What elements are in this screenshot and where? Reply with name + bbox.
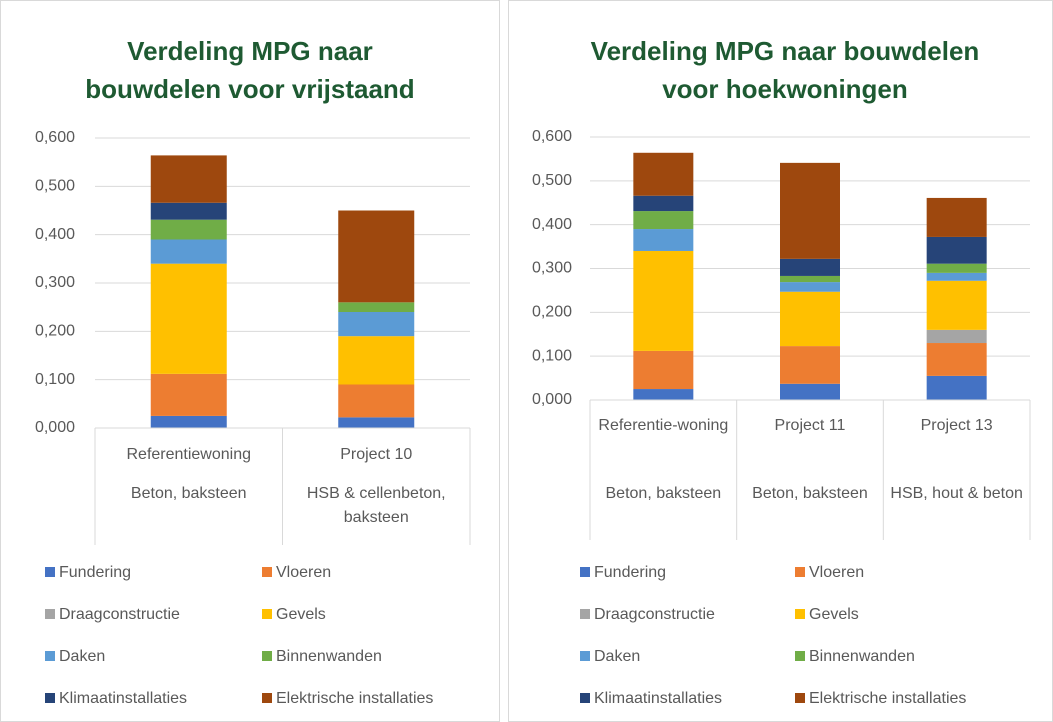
legend-label: Vloeren bbox=[276, 564, 331, 581]
legend-swatch bbox=[580, 609, 590, 619]
legend-label: Daken bbox=[594, 648, 640, 665]
x-sub-label: Beton, baksteen bbox=[605, 485, 722, 502]
bar-segment bbox=[633, 389, 694, 400]
x-tick-label: Referentie-woning bbox=[598, 417, 729, 434]
legend-label: Fundering bbox=[594, 564, 666, 581]
bar-segment bbox=[338, 417, 415, 428]
legend-label: Vloeren bbox=[809, 564, 864, 581]
chart-title: Verdeling MPG naar bouwdelen voor hoekwo… bbox=[590, 36, 980, 104]
legend-label: Elektrische installaties bbox=[276, 690, 433, 707]
bar-segment bbox=[780, 258, 840, 276]
y-tick-label: 0,500 bbox=[35, 178, 75, 195]
bar-segment bbox=[926, 236, 987, 264]
chart-title: Verdeling MPG naar bouwdelen voor vrijst… bbox=[85, 36, 415, 104]
y-tick-label: 0,200 bbox=[532, 304, 572, 321]
legend-label: Draagconstructie bbox=[59, 606, 180, 623]
bar-segment bbox=[338, 384, 415, 418]
y-tick-label: 0,500 bbox=[532, 172, 572, 189]
y-tick-label: 0,400 bbox=[532, 216, 572, 233]
bar-segment bbox=[926, 280, 987, 330]
legend-swatch bbox=[795, 609, 805, 619]
legend-swatch bbox=[262, 609, 272, 619]
bar-segment bbox=[780, 383, 840, 400]
y-tick-label: 0,600 bbox=[35, 129, 75, 146]
bar-segment bbox=[150, 239, 227, 264]
bar-segment bbox=[338, 312, 415, 337]
x-tick-label: Project 10 bbox=[340, 446, 413, 463]
x-sub-label: Beton, baksteen bbox=[130, 485, 247, 502]
y-tick-label: 0,200 bbox=[35, 323, 75, 340]
bar-segment bbox=[633, 250, 694, 351]
bar-segment bbox=[780, 346, 840, 384]
bar-segment bbox=[633, 152, 694, 196]
y-tick-label: 0,100 bbox=[35, 371, 75, 388]
x-sub-label: HSB & cellenbeton, baksteen bbox=[306, 485, 446, 526]
bar-segment bbox=[150, 373, 227, 416]
bar-segment bbox=[926, 197, 987, 237]
legend-label: Gevels bbox=[276, 606, 326, 623]
bar-segment bbox=[926, 272, 987, 281]
legend-label: Draagconstructie bbox=[594, 606, 715, 623]
y-tick-label: 0,000 bbox=[35, 419, 75, 436]
bar-segment bbox=[338, 210, 415, 303]
bar-segment bbox=[926, 375, 987, 400]
legend-label: Fundering bbox=[59, 564, 131, 581]
legend-swatch bbox=[580, 567, 590, 577]
bar-segment bbox=[633, 195, 694, 212]
bar-segment bbox=[780, 282, 840, 292]
bar-segment bbox=[338, 302, 415, 312]
bar-segment bbox=[633, 211, 694, 230]
legend-swatch bbox=[580, 693, 590, 703]
y-tick-label: 0,000 bbox=[532, 391, 572, 408]
y-tick-label: 0,100 bbox=[532, 347, 572, 364]
legend-swatch bbox=[45, 609, 55, 619]
legend-swatch bbox=[45, 651, 55, 661]
x-sub-label: Beton, baksteen bbox=[752, 485, 868, 502]
legend-swatch bbox=[262, 693, 272, 703]
legend-label: Daken bbox=[59, 648, 105, 665]
legend-swatch bbox=[795, 567, 805, 577]
y-tick-label: 0,300 bbox=[35, 274, 75, 291]
legend-swatch bbox=[45, 567, 55, 577]
x-sub-label: HSB, hout & beton bbox=[890, 485, 1023, 502]
bar-segment bbox=[633, 350, 694, 390]
legend-swatch bbox=[795, 693, 805, 703]
bar-segment bbox=[926, 343, 987, 376]
bar-segment bbox=[150, 155, 227, 203]
bar-segment bbox=[150, 263, 227, 374]
legend-label: Binnenwanden bbox=[809, 648, 915, 665]
x-tick-label: Referentiewoning bbox=[126, 446, 252, 463]
legend-label: Klimaatinstallaties bbox=[59, 690, 187, 707]
legend-swatch bbox=[580, 651, 590, 661]
y-tick-label: 0,600 bbox=[532, 128, 572, 145]
bar-segment bbox=[926, 263, 987, 273]
legend-swatch bbox=[795, 651, 805, 661]
bar-segment bbox=[338, 336, 415, 385]
x-tick-label: Project 11 bbox=[774, 417, 846, 434]
legend-swatch bbox=[262, 567, 272, 577]
legend-label: Klimaatinstallaties bbox=[594, 690, 722, 707]
bar-segment bbox=[150, 415, 227, 428]
bar-segment bbox=[150, 202, 227, 220]
bar-segment bbox=[633, 229, 694, 251]
y-tick-label: 0,300 bbox=[532, 260, 572, 277]
bar-segment bbox=[780, 291, 840, 347]
legend-label: Gevels bbox=[809, 606, 859, 623]
y-tick-label: 0,400 bbox=[35, 226, 75, 243]
legend-label: Binnenwanden bbox=[276, 648, 382, 665]
bar-segment bbox=[150, 219, 227, 240]
legend-swatch bbox=[45, 693, 55, 703]
bar-segment bbox=[780, 275, 840, 283]
bar-segment bbox=[926, 329, 987, 344]
legend-swatch bbox=[262, 651, 272, 661]
legend-label: Elektrische installaties bbox=[809, 690, 966, 707]
x-tick-label: Project 13 bbox=[920, 417, 993, 434]
bar-segment bbox=[780, 162, 840, 259]
